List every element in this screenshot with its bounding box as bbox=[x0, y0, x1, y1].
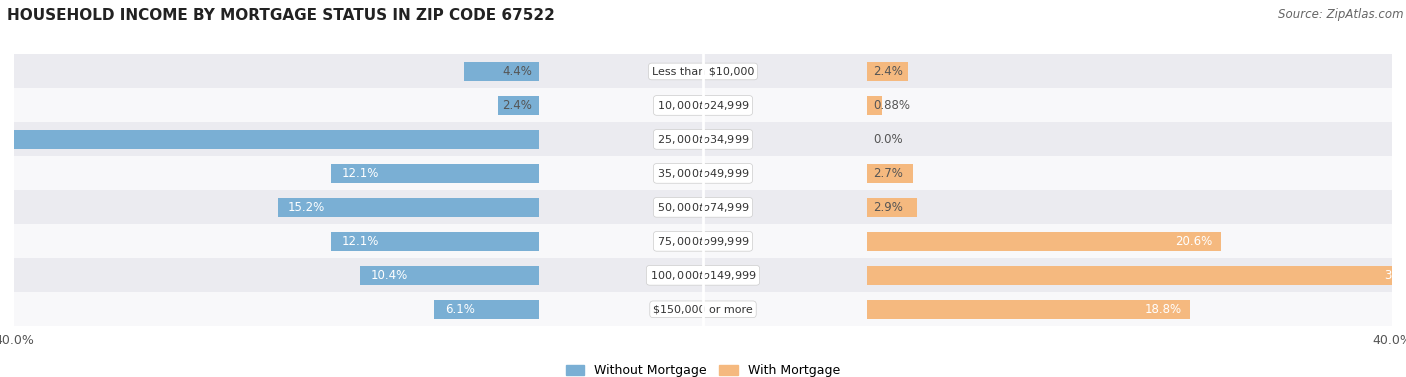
Text: 2.7%: 2.7% bbox=[873, 167, 904, 180]
Text: 15.2%: 15.2% bbox=[288, 201, 325, 214]
Bar bbox=[434, 300, 540, 319]
Text: 20.6%: 20.6% bbox=[1175, 235, 1213, 248]
Text: $50,000 to $74,999: $50,000 to $74,999 bbox=[657, 201, 749, 214]
Bar bbox=[14, 156, 1392, 190]
Text: Source: ZipAtlas.com: Source: ZipAtlas.com bbox=[1278, 8, 1403, 20]
Bar bbox=[330, 164, 540, 183]
Text: 32.7%: 32.7% bbox=[1384, 269, 1406, 282]
Bar bbox=[866, 232, 1222, 251]
Text: $25,000 to $34,999: $25,000 to $34,999 bbox=[657, 133, 749, 146]
Bar bbox=[0, 130, 540, 149]
Text: 2.4%: 2.4% bbox=[502, 99, 533, 112]
Text: HOUSEHOLD INCOME BY MORTGAGE STATUS IN ZIP CODE 67522: HOUSEHOLD INCOME BY MORTGAGE STATUS IN Z… bbox=[7, 8, 555, 23]
Bar bbox=[14, 224, 1392, 258]
Bar bbox=[14, 190, 1392, 224]
Text: 10.4%: 10.4% bbox=[371, 269, 408, 282]
Text: 12.1%: 12.1% bbox=[342, 167, 378, 180]
Bar bbox=[360, 266, 540, 285]
Bar bbox=[464, 62, 540, 81]
Text: 18.8%: 18.8% bbox=[1144, 303, 1182, 316]
Text: $35,000 to $49,999: $35,000 to $49,999 bbox=[657, 167, 749, 180]
Text: 6.1%: 6.1% bbox=[444, 303, 474, 316]
Text: $150,000 or more: $150,000 or more bbox=[654, 304, 752, 314]
Text: 0.0%: 0.0% bbox=[873, 133, 903, 146]
Text: 12.1%: 12.1% bbox=[342, 235, 378, 248]
Bar bbox=[866, 96, 882, 115]
Text: 2.9%: 2.9% bbox=[873, 201, 904, 214]
Bar bbox=[14, 258, 1392, 292]
Text: $10,000 to $24,999: $10,000 to $24,999 bbox=[657, 99, 749, 112]
Bar bbox=[14, 89, 1392, 123]
Bar bbox=[330, 232, 540, 251]
Bar bbox=[14, 292, 1392, 326]
Bar bbox=[498, 96, 540, 115]
Bar bbox=[866, 62, 908, 81]
Bar bbox=[866, 198, 917, 217]
Bar bbox=[14, 55, 1392, 89]
Text: 4.4%: 4.4% bbox=[502, 65, 533, 78]
Bar bbox=[866, 266, 1406, 285]
Text: 2.4%: 2.4% bbox=[873, 65, 904, 78]
Bar bbox=[277, 198, 540, 217]
Text: $100,000 to $149,999: $100,000 to $149,999 bbox=[650, 269, 756, 282]
Legend: Without Mortgage, With Mortgage: Without Mortgage, With Mortgage bbox=[561, 359, 845, 377]
Text: $75,000 to $99,999: $75,000 to $99,999 bbox=[657, 235, 749, 248]
Bar bbox=[866, 164, 912, 183]
Text: 0.88%: 0.88% bbox=[873, 99, 911, 112]
Text: Less than $10,000: Less than $10,000 bbox=[652, 66, 754, 77]
Bar bbox=[14, 123, 1392, 156]
Bar bbox=[866, 300, 1191, 319]
